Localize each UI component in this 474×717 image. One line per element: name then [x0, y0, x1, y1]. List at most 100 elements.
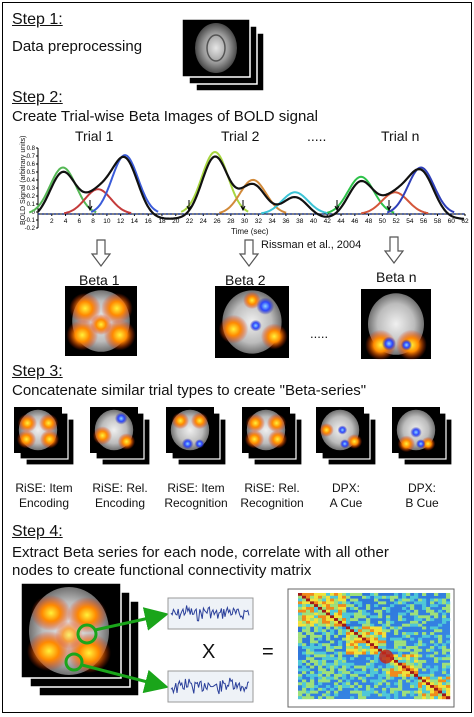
- step3-text: Concatenate similar trial types to creat…: [12, 382, 367, 399]
- node-circle-2: [64, 652, 84, 672]
- xtick-label: 62: [461, 218, 469, 225]
- ytick-label: 0.4: [27, 178, 36, 184]
- xtick-label: 6: [78, 218, 82, 225]
- beta-label-n: Beta n: [376, 269, 417, 285]
- ytick-label: 0.1: [27, 202, 36, 208]
- ytick-label: -0.2: [25, 226, 36, 232]
- preprocessing-scan-stack: [181, 18, 265, 92]
- condition-stack: [14, 407, 62, 453]
- condition-stack: [90, 407, 138, 453]
- node-brain-stack: [20, 582, 140, 697]
- condition-label: RiSE: Rel.: [244, 481, 300, 495]
- beta-series-trace-1: [167, 597, 254, 630]
- ytick-label: 0.2: [27, 194, 36, 200]
- condition-label: RiSE: Item: [167, 481, 225, 495]
- condition-label: Encoding: [94, 496, 146, 510]
- xtick-label: 58: [434, 218, 442, 225]
- xtick-label: 12: [117, 218, 125, 225]
- down-arrow: [238, 239, 260, 267]
- xtick-label: 38: [296, 218, 304, 225]
- beta-label-1: Beta 1: [79, 272, 120, 288]
- trial-label-2: Trial 2: [221, 128, 260, 144]
- bold-sum-curve: [37, 155, 465, 220]
- xtick-label: 22: [186, 218, 194, 225]
- xtick-label: 40: [310, 218, 318, 225]
- step4-text-line1: Extract Beta series for each node, corre…: [12, 544, 389, 561]
- xtick-label: 18: [158, 218, 166, 225]
- node-arrow-2: [81, 663, 169, 694]
- trial-label-n: Trial n: [381, 128, 420, 144]
- step2-text: Create Trial-wise Beta Images of BOLD si…: [12, 108, 318, 125]
- xtick-label: 44: [337, 218, 345, 225]
- xtick-label: 60: [448, 218, 456, 225]
- condition-label: Recognition: [240, 496, 304, 510]
- step1-text: Data preprocessing: [12, 38, 143, 55]
- step2-heading: Step 2:: [12, 89, 63, 106]
- ytick-label: -0.1: [25, 218, 36, 224]
- bold-signal-plot: 0.80.70.60.50.40.30.20.10-0.1-0.22 4 6 8 10 1…: [25, 146, 469, 232]
- xtick-label: 50: [379, 218, 387, 225]
- xtick-label: 54: [406, 218, 414, 225]
- beta-brain-images: [65, 286, 431, 361]
- xtick-label: 56: [420, 218, 428, 225]
- ytick-label: 0: [32, 210, 36, 216]
- condition-stack: [166, 407, 214, 453]
- xtick-label: 28: [227, 218, 235, 225]
- beta-series-trace-2: [167, 670, 254, 703]
- step3-heading: Step 3:: [12, 363, 63, 380]
- xtick-label: 4: [64, 218, 68, 225]
- xtick-label: 20: [172, 218, 180, 225]
- xtick-label: 30: [241, 218, 249, 225]
- condition-label: A Cue: [329, 496, 363, 510]
- step4-text-line2: nodes to create functional connectivity …: [12, 562, 312, 579]
- condition-label: B Cue: [405, 496, 439, 510]
- xtick-label: 26: [213, 218, 221, 225]
- xtick-label: 36: [282, 218, 290, 225]
- condition-stack: [392, 407, 440, 453]
- node-circle-1: [76, 623, 98, 645]
- xtick-label: 10: [103, 218, 111, 225]
- condition-label: RiSE: Rel.: [92, 481, 148, 495]
- node-arrow-1: [94, 607, 169, 632]
- ytick-label: 0.8: [27, 146, 36, 152]
- xtick-label: 52: [393, 218, 401, 225]
- trial-label-1: Trial 1: [75, 128, 114, 144]
- equals-operator: =: [262, 641, 274, 663]
- connectivity-matrix: [287, 588, 455, 708]
- xtick-label: 46: [351, 218, 359, 225]
- xtick-label: 34: [269, 218, 277, 225]
- trial-label-ellipsis: .....: [307, 128, 327, 144]
- step4-heading: Step 4:: [12, 523, 63, 540]
- condition-stack: [316, 407, 364, 453]
- figure-graphics: 0.80.70.60.50.40.30.20.10-0.1-0.22 4 6 8 10 1…: [14, 18, 469, 708]
- condition-label: Recognition: [164, 496, 228, 510]
- xtick-label: 24: [200, 218, 208, 225]
- times-operator: X: [202, 641, 216, 663]
- condition-label: RiSE: Item: [15, 481, 73, 495]
- beta-series-stacks: [14, 407, 453, 466]
- xtick-label: 2: [50, 218, 54, 225]
- condition-stack: [242, 407, 290, 453]
- beta-arrows: [90, 236, 405, 267]
- condition-label: Encoding: [18, 496, 70, 510]
- xtick-label: 14: [131, 218, 139, 225]
- down-arrow: [90, 239, 112, 267]
- xtick-label: 32: [255, 218, 263, 225]
- citation: Rissman et al., 2004: [261, 239, 362, 251]
- condition-label: DPX:: [407, 481, 436, 495]
- ytick-label: 0.3: [27, 186, 36, 192]
- condition-label: DPX:: [331, 481, 360, 495]
- xtick-label: 16: [145, 218, 153, 225]
- step1-heading: Step 1:: [12, 11, 63, 28]
- down-arrow: [383, 236, 405, 264]
- ytick-label: 0.6: [27, 162, 36, 168]
- ytick-label: 0.5: [27, 170, 36, 176]
- bold-xlabel: Time (sec): [231, 227, 269, 236]
- beta-ellipsis: .....: [310, 326, 329, 341]
- ytick-label: 0.7: [27, 154, 36, 160]
- xtick-label: 8: [91, 218, 95, 225]
- xtick-label: 48: [365, 218, 373, 225]
- beta-label-2: Beta 2: [225, 272, 266, 288]
- xtick-label: 42: [324, 218, 332, 225]
